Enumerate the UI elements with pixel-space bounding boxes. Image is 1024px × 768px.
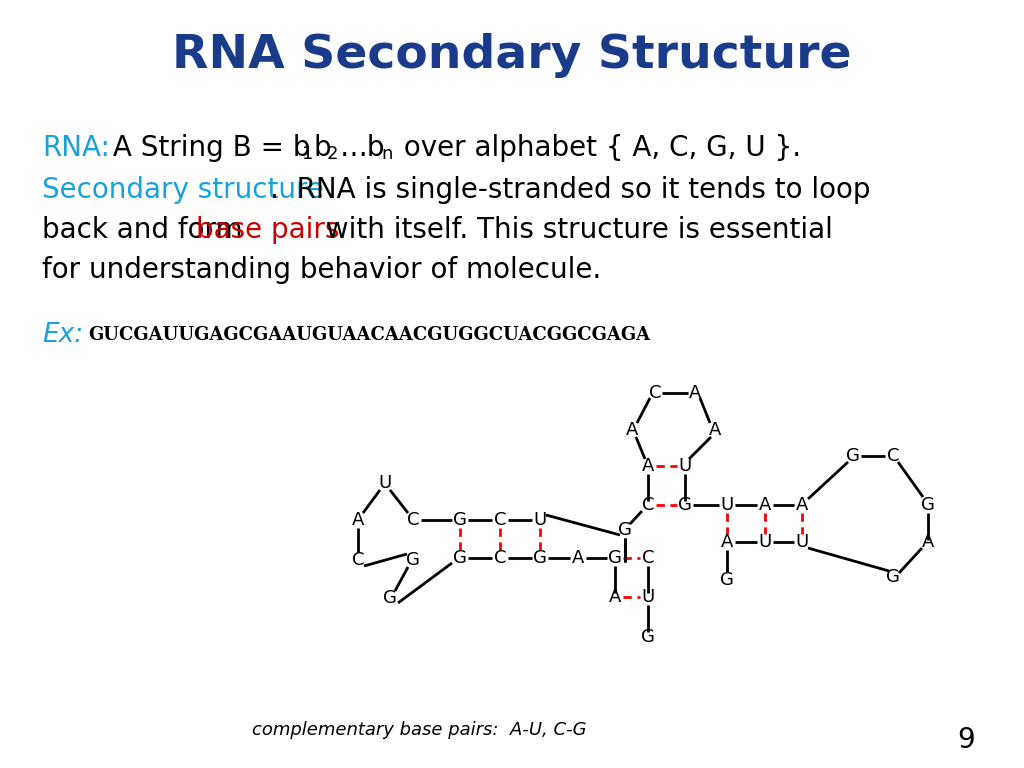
Text: A: A — [609, 588, 622, 606]
Text: G: G — [678, 496, 692, 514]
Text: G: G — [534, 549, 547, 567]
Text: back and form: back and form — [42, 216, 252, 244]
Text: C: C — [494, 511, 506, 529]
Text: G: G — [407, 551, 420, 569]
Text: U: U — [379, 474, 391, 492]
Text: C: C — [407, 511, 419, 529]
Text: C: C — [649, 384, 662, 402]
Text: Secondary structure: Secondary structure — [42, 176, 324, 204]
Text: C: C — [642, 549, 654, 567]
Text: G: G — [886, 568, 900, 586]
Text: over alphabet { A, C, G, U }.: over alphabet { A, C, G, U }. — [395, 134, 801, 162]
Text: base pairs: base pairs — [196, 216, 339, 244]
Text: U: U — [678, 457, 691, 475]
Text: A String B = b: A String B = b — [104, 134, 310, 162]
Text: RNA Secondary Structure: RNA Secondary Structure — [172, 32, 852, 78]
Text: U: U — [796, 533, 809, 551]
Text: A: A — [642, 457, 654, 475]
Text: Ex:: Ex: — [42, 322, 83, 348]
Text: 2: 2 — [327, 145, 339, 163]
Text: complementary base pairs:  A-U, C-G: complementary base pairs: A-U, C-G — [252, 721, 587, 739]
Text: G: G — [641, 628, 655, 646]
Text: C: C — [494, 549, 506, 567]
Text: G: G — [383, 589, 397, 607]
Text: C: C — [642, 496, 654, 514]
Text: C: C — [352, 551, 365, 569]
Text: A: A — [689, 384, 701, 402]
Text: U: U — [720, 496, 733, 514]
Text: n: n — [381, 145, 392, 163]
Text: A: A — [759, 496, 771, 514]
Text: GUCGAUUGAGCGAAUGUAACAACGUGGCUACGGCGAGA: GUCGAUUGAGCGAAUGUAACAACGUGGCUACGGCGAGA — [88, 326, 650, 344]
Text: …b: …b — [340, 134, 385, 162]
Text: A: A — [571, 549, 584, 567]
Text: A: A — [352, 511, 365, 529]
Text: b: b — [313, 134, 331, 162]
Text: A: A — [709, 421, 721, 439]
Text: G: G — [618, 521, 632, 539]
Text: U: U — [534, 511, 547, 529]
Text: A: A — [721, 533, 733, 551]
Text: G: G — [921, 496, 935, 514]
Text: 9: 9 — [957, 726, 975, 754]
Text: for understanding behavior of molecule.: for understanding behavior of molecule. — [42, 256, 601, 284]
Text: RNA:: RNA: — [42, 134, 110, 162]
Text: G: G — [608, 549, 622, 567]
Text: G: G — [846, 447, 860, 465]
Text: A: A — [796, 496, 808, 514]
Text: C: C — [887, 447, 899, 465]
Text: .  RNA is single-stranded so it tends to loop: . RNA is single-stranded so it tends to … — [270, 176, 870, 204]
Text: G: G — [453, 511, 467, 529]
Text: G: G — [453, 549, 467, 567]
Text: A: A — [626, 421, 638, 439]
Text: with itself. This structure is essential: with itself. This structure is essential — [317, 216, 833, 244]
Text: 1: 1 — [302, 145, 313, 163]
Text: U: U — [641, 588, 654, 606]
Text: G: G — [720, 571, 734, 589]
Text: A: A — [922, 533, 934, 551]
Text: U: U — [759, 533, 772, 551]
